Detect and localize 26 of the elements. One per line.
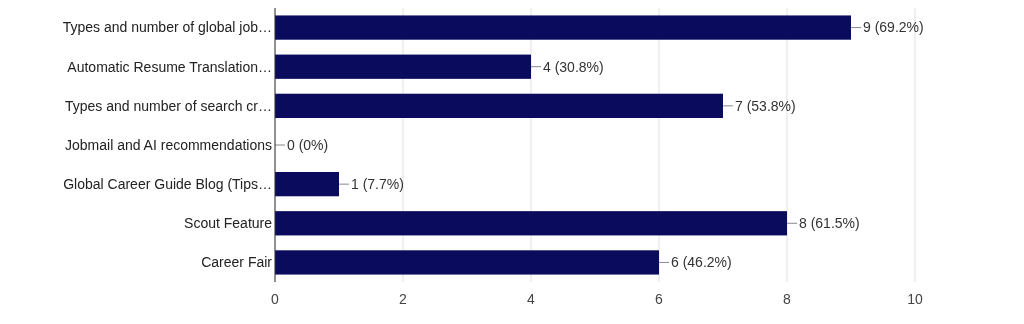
- bar: [275, 250, 659, 275]
- x-tick-label: 0: [271, 291, 280, 307]
- y-tick-label: Automatic Resume Translation…: [67, 58, 272, 75]
- x-tick-label: 2: [399, 291, 408, 307]
- data-label: 1 (7.7%): [351, 176, 404, 193]
- y-tick-label: Types and number of global job…: [62, 19, 272, 36]
- y-tick-label: Types and number of search cr…: [65, 97, 272, 114]
- bar: [275, 172, 339, 197]
- data-label: 7 (53.8%): [735, 97, 796, 114]
- data-label: 4 (30.8%): [543, 58, 604, 75]
- x-tick-label: 8: [783, 291, 792, 307]
- bar: [275, 15, 851, 40]
- data-label: 0 (0%): [287, 136, 329, 153]
- x-tick-label: 6: [655, 291, 664, 307]
- y-tick-label: Global Career Guide Blog (Tips…: [63, 176, 272, 193]
- x-tick-label: 4: [527, 291, 536, 307]
- bar: [275, 54, 531, 79]
- x-tick-label: 10: [907, 291, 923, 307]
- data-label: 8 (61.5%): [799, 215, 860, 232]
- y-tick-label: Career Fair: [201, 254, 273, 271]
- bar: [275, 93, 723, 118]
- data-label: 9 (69.2%): [863, 19, 924, 36]
- bar: [275, 211, 787, 236]
- y-tick-label: Jobmail and AI recommendations: [65, 136, 272, 153]
- y-tick-label: Scout Feature: [184, 215, 273, 232]
- data-label: 6 (46.2%): [671, 254, 732, 271]
